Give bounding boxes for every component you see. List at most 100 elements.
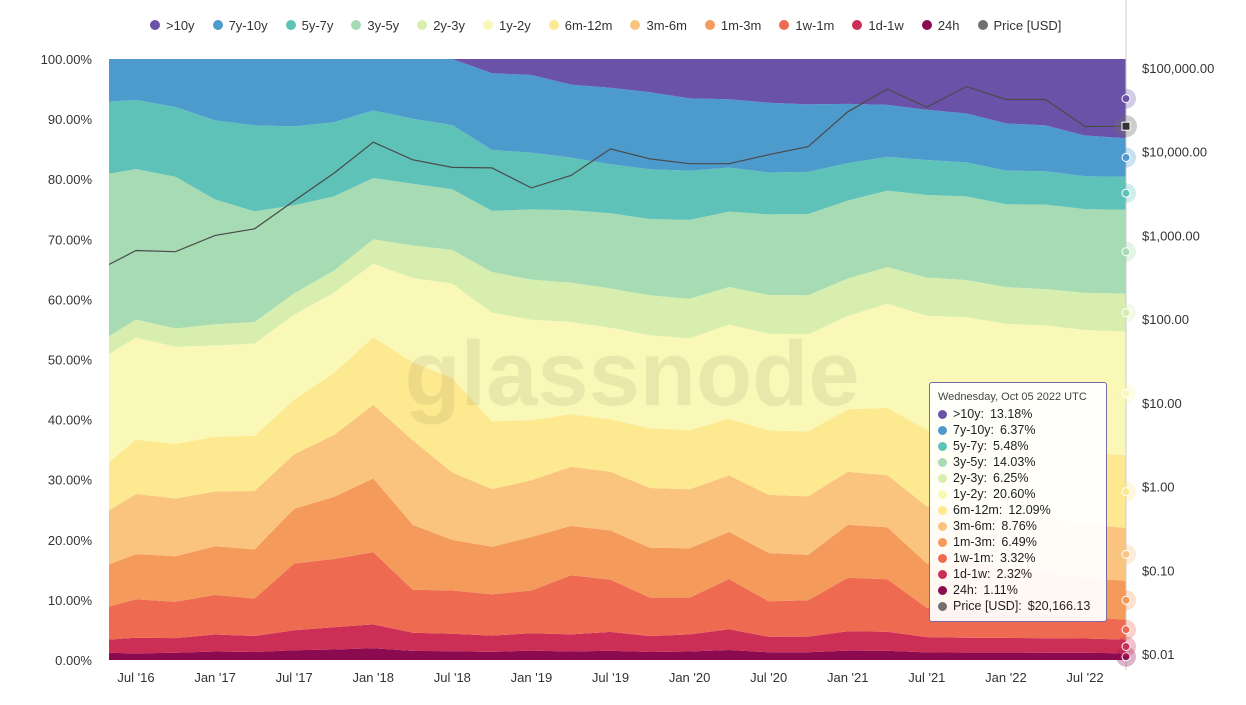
x-tick-label: Jan '22 <box>985 670 1027 685</box>
legend-item-gt10y[interactable]: >10y <box>150 18 195 33</box>
marker-6m-12m <box>1121 487 1131 497</box>
tooltip-dot-icon <box>938 601 947 611</box>
tooltip-label: 1d-1w: <box>953 567 991 581</box>
tooltip-row: 1w-1m: 3.32% <box>938 550 1098 566</box>
legend-item-1d-1w[interactable]: 1d-1w <box>852 17 904 33</box>
tooltip-label: 3m-6m: <box>953 519 996 533</box>
price-line-layer <box>108 85 1127 266</box>
marker-1w-1m <box>1121 625 1131 635</box>
area-3y-5y <box>109 169 1126 337</box>
tooltip-dot-icon <box>938 553 947 563</box>
legend-item-3m-6m[interactable]: 3m-6m <box>630 17 687 33</box>
marker-2y-3y <box>1121 308 1131 318</box>
tooltip-row: Price [USD]: $20,166.13 <box>938 598 1098 614</box>
legend-label: Price [USD] <box>993 17 1062 33</box>
y-right-tick-label: $10,000.00 <box>1142 145 1207 160</box>
y-left-tick-label: 70.00% <box>48 232 93 247</box>
y-left-tick-label: 40.00% <box>48 413 93 428</box>
tooltip-dot-icon <box>938 569 947 579</box>
tooltip-row: >10y: 13.18% <box>938 406 1098 422</box>
tooltip-label: Price [USD]: <box>953 599 1022 613</box>
marker-24h <box>1121 652 1131 662</box>
tooltip-value: $20,166.13 <box>1027 599 1091 613</box>
tooltip-dot-icon <box>938 409 947 419</box>
legend-label: 1w-1m <box>795 17 835 33</box>
y-right-tick-label: $10.00 <box>1142 396 1182 411</box>
area-1y-2y <box>109 263 1126 463</box>
tooltip-label: 1w-1m: <box>953 551 994 565</box>
legend-label: 1d-1w <box>868 17 904 33</box>
area-1w-1m <box>109 552 1126 640</box>
legend-item-5y-7y[interactable]: 5y-7y <box>285 17 334 33</box>
x-tick-label: Jan '19 <box>511 670 553 685</box>
tooltip-label: 5y-7y: <box>953 439 988 453</box>
tooltip-label: 7y-10y: <box>953 423 994 437</box>
legend-dot-icon <box>630 20 641 30</box>
tooltip-value: 1.11% <box>983 583 1018 597</box>
legend-dot-icon <box>417 20 428 30</box>
y-left-tick-label: 90.00% <box>48 112 93 127</box>
tooltip-label: 24h: <box>953 583 978 597</box>
area-6m-12m <box>109 337 1126 528</box>
marker-7y-10y <box>1121 152 1131 162</box>
tooltip-row: 1y-2y: 20.60% <box>938 486 1098 502</box>
marker-3y-5y <box>1121 247 1131 257</box>
legend-item-price-usd[interactable]: Price [USD] <box>977 17 1062 33</box>
x-tick-label: Jul '17 <box>276 670 313 685</box>
legend-dot-icon <box>548 20 559 30</box>
x-tick-label: Jul '19 <box>592 670 629 685</box>
legend-label: 3y-5y <box>367 17 400 33</box>
legend-label: 6m-12m <box>564 17 613 33</box>
legend-label: 5y-7y <box>301 17 334 33</box>
legend-label: 1y-2y <box>498 17 531 33</box>
legend-item-24h[interactable]: 24h <box>921 18 960 33</box>
y-right-tick-label: $1,000.00 <box>1142 228 1200 243</box>
y-left-tick-label: 0.00% <box>55 653 92 668</box>
tooltip-label: >10y: <box>953 407 984 421</box>
tooltip-dot-icon <box>938 457 947 467</box>
marker-price <box>1121 121 1131 131</box>
tooltip-row: 24h: 1.11% <box>938 582 1098 598</box>
tooltip-label: 2y-3y: <box>953 471 988 485</box>
legend-label: 7y-10y <box>228 17 268 33</box>
tooltip-dot-icon <box>938 585 947 595</box>
tooltip-row: 7y-10y: 6.37% <box>938 422 1098 438</box>
legend-label: 3m-6m <box>646 17 687 33</box>
tooltip-row: 3y-5y: 14.03% <box>938 454 1098 470</box>
y-right-tick-label: $100,000.00 <box>1142 61 1214 76</box>
legend-item-1m-3m[interactable]: 1m-3m <box>704 18 761 33</box>
tooltip-value: 20.60% <box>993 487 1036 501</box>
area-24h <box>109 648 1126 660</box>
area-7y-10y <box>109 59 1126 177</box>
price-line <box>108 85 1127 266</box>
marker-gt10y <box>1121 94 1131 104</box>
marker-1m-3m <box>1121 595 1131 605</box>
marker-5y-7y <box>1121 188 1131 198</box>
tooltip-label: 1m-3m: <box>953 535 996 549</box>
tooltip-dot-icon <box>938 537 947 547</box>
marker-1d-1w <box>1121 641 1131 651</box>
y-left-tick-label: 20.00% <box>48 533 93 548</box>
y-left-tick-label: 50.00% <box>48 353 93 368</box>
tooltip-label: 3y-5y: <box>953 455 988 469</box>
x-tick-label: Jul '20 <box>750 670 787 685</box>
legend-dot-icon <box>977 20 988 30</box>
legend-item-6m-12m[interactable]: 6m-12m <box>548 17 613 33</box>
tooltip-row: 5y-7y: 5.48% <box>938 438 1098 454</box>
area-3m-6m <box>109 404 1126 581</box>
legend-item-1y-2y[interactable]: 1y-2y <box>482 17 531 33</box>
legend-dot-icon <box>351 20 362 30</box>
legend-item-1w-1m[interactable]: 1w-1m <box>779 18 834 33</box>
tooltip-label: 6m-12m: <box>953 503 1003 517</box>
y-left-tick-label: 10.00% <box>48 593 93 608</box>
legend-item-7y-10y[interactable]: 7y-10y <box>212 17 268 33</box>
watermark: glassnode <box>404 323 859 425</box>
legend-dot-icon <box>285 20 296 30</box>
tooltip-value: 2.32% <box>996 567 1032 581</box>
x-tick-label: Jul '21 <box>908 670 945 685</box>
legend-item-3y-5y[interactable]: 3y-5y <box>351 18 399 33</box>
y-left-tick-label: 60.00% <box>48 292 93 307</box>
tooltip-dot-icon <box>938 521 947 531</box>
legend-item-2y-3y[interactable]: 2y-3y <box>417 18 465 33</box>
